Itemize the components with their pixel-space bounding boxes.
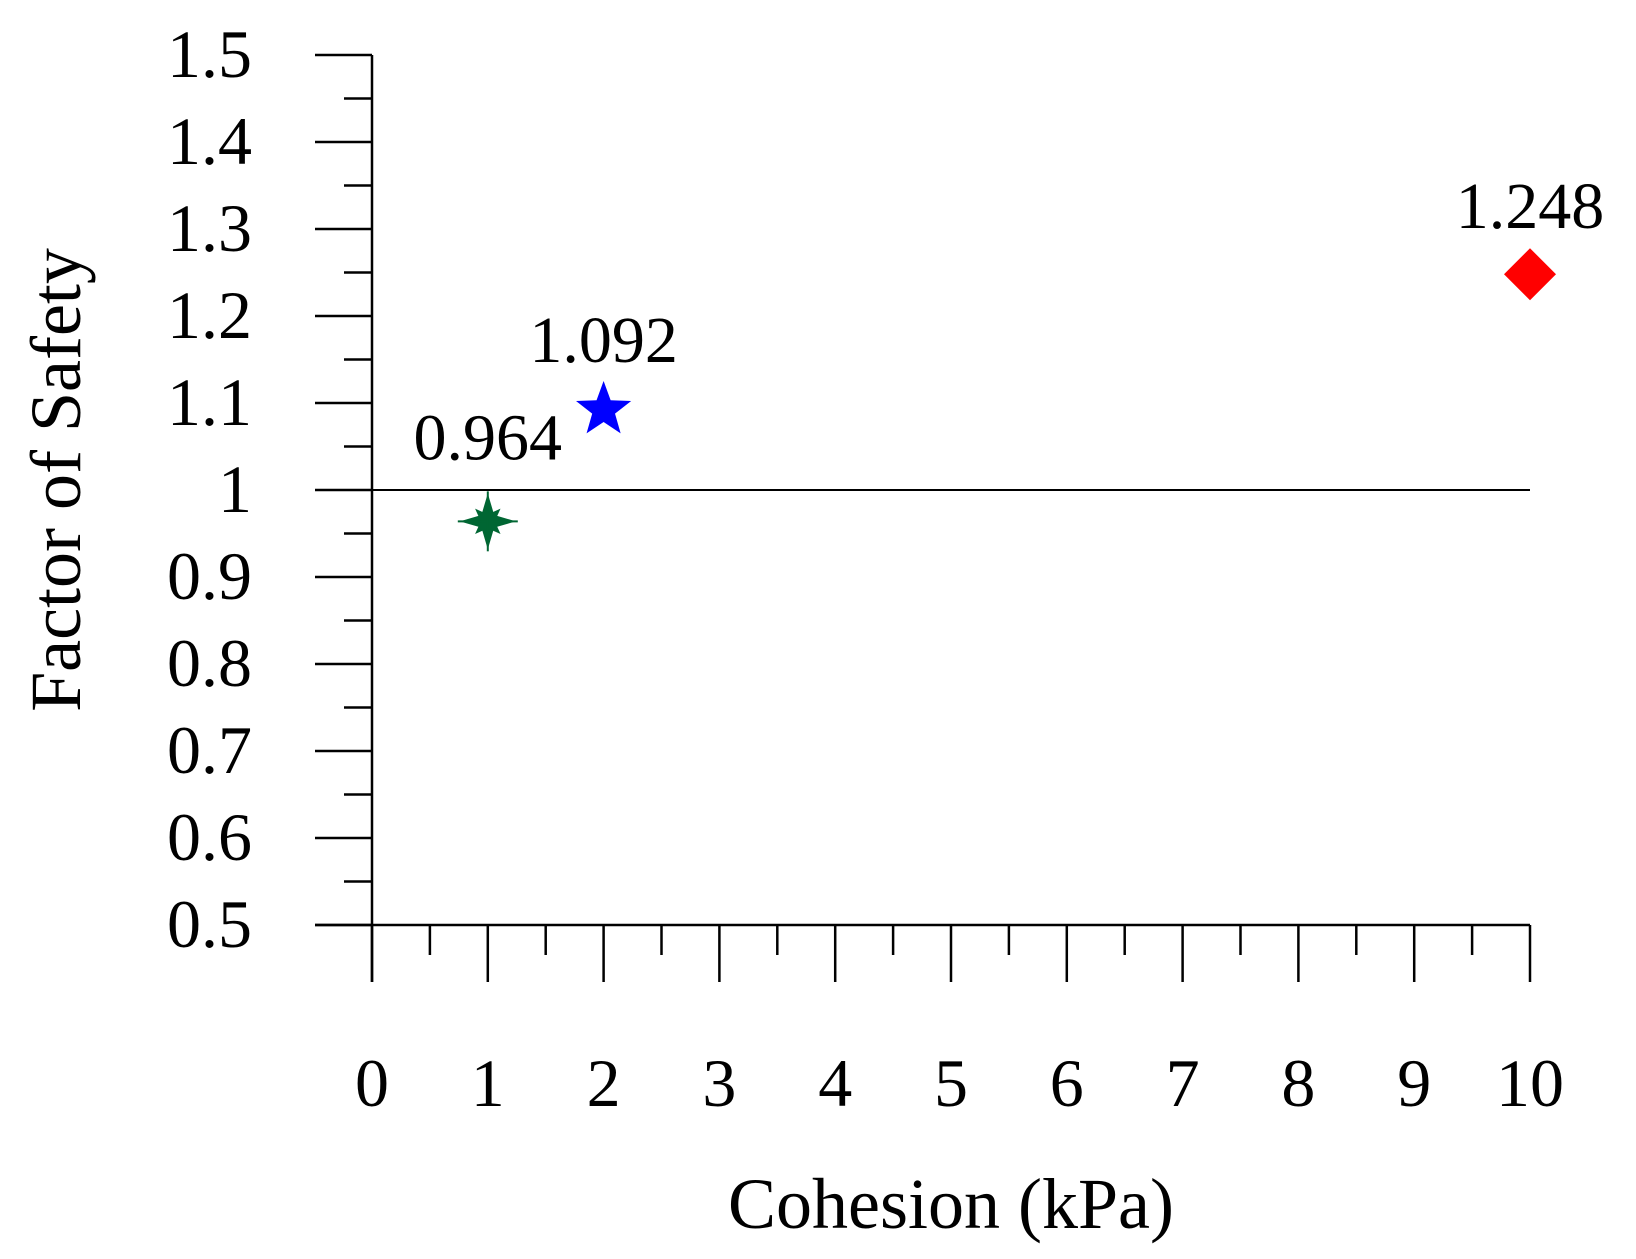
star-icon [576,380,632,434]
y-tick-label: 0.8 [167,625,252,701]
x-tick-label: 0 [355,1045,389,1121]
y-tick-label: 1.4 [167,103,252,179]
x-tick-label: 3 [702,1045,736,1121]
y-tick-label: 0.6 [167,799,252,875]
y-axis-title: Factor of Safety [16,248,96,712]
x-tick-label: 6 [1050,1045,1084,1121]
diamond-icon [1504,248,1556,301]
data-label: 1.248 [1456,170,1605,243]
x-axis-title: Cohesion (kPa) [728,1164,1174,1244]
x-tick-label: 10 [1496,1045,1564,1121]
x-tick-label: 4 [818,1045,852,1121]
x-tick-label: 8 [1281,1045,1315,1121]
data-points [457,248,1556,552]
y-tick-label: 1 [218,451,252,527]
x-tick-label: 7 [1166,1045,1200,1121]
x-axis: 0 1 2 3 4 5 6 7 8 9 10 [315,923,1564,1121]
star-burst-icon [457,491,518,552]
y-axis: 0.5 0.6 0.7 0.8 0.9 1 1.1 1.2 1.3 1.4 1.5 [167,16,374,982]
y-tick-label: 0.5 [167,886,252,962]
y-tick-label: 1.3 [167,190,252,266]
y-tick-label: 0.9 [167,538,252,614]
y-tick-label: 1.5 [167,16,252,92]
x-tick-label: 1 [471,1045,505,1121]
x-tick-label: 2 [587,1045,621,1121]
y-tick-label: 1.1 [167,364,252,440]
data-label: 1.092 [529,304,678,377]
data-labels: 0.964 1.092 1.248 [414,170,1605,474]
y-tick-label: 1.2 [167,277,252,353]
data-label: 0.964 [414,401,563,474]
x-tick-label: 5 [934,1045,968,1121]
x-tick-label: 9 [1397,1045,1431,1121]
y-tick-label: 0.7 [167,712,252,788]
